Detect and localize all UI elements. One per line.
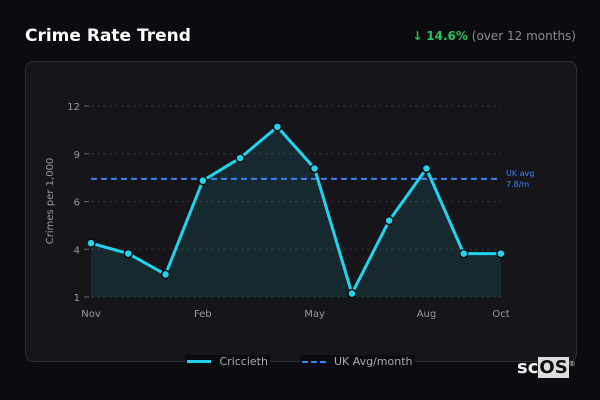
legend-swatch [187,360,212,363]
data-point [123,248,134,259]
y-tick-label: 12 [67,102,80,113]
y-tick-label: 9 [74,150,80,161]
data-point [272,122,283,132]
change-summary: ↓ 14.6% (over 12 months) [412,29,576,43]
x-tick-label: May [304,309,325,320]
chart-title: Crime Rate Trend [25,26,191,46]
uk-average-label: UK avg [506,169,534,178]
scos-logo: scOS® [517,357,576,378]
data-point [86,238,96,248]
data-point [421,163,432,174]
change-period: (over 12 months) [471,29,576,43]
y-tick-label: 6 [74,198,80,209]
legend-item-series[interactable]: Criccieth [185,355,270,368]
legend-swatch [301,360,326,363]
x-tick-label: Aug [417,309,437,320]
uk-average-value: 7.8/m [506,180,529,189]
data-point [309,163,320,174]
x-tick-label: Feb [194,309,212,320]
y-axis-label: Crimes per 1,000 [45,158,56,245]
data-point [198,175,208,186]
x-tick-label: Oct [492,309,509,320]
legend-item-avg[interactable]: UK Avg/month [299,355,415,368]
down-arrow-icon: ↓ [412,29,423,43]
data-point [384,215,394,226]
series-area [91,126,501,297]
data-point [496,248,506,259]
legend-label: UK Avg/month [333,355,413,368]
data-point [235,153,245,163]
y-tick-label: 1 [74,293,80,304]
chart-card [25,61,577,362]
x-tick-label: Nov [81,309,101,320]
change-percent: 14.6% [426,29,468,43]
y-tick-label: 4 [74,245,80,256]
data-point [160,269,171,280]
data-point [458,248,469,259]
legend: Criccieth UK Avg/month [0,355,600,368]
legend-label: Criccieth [219,355,268,368]
series-line [90,125,501,296]
data-point [347,288,357,299]
